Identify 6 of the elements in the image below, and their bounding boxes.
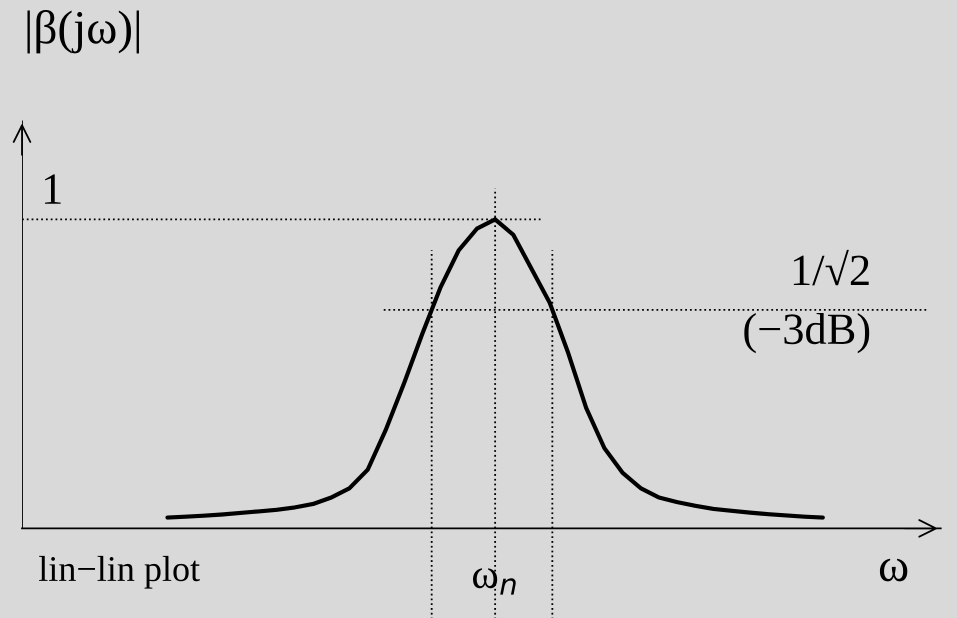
ref-line-label: 1 [45, 174, 61, 204]
ref-line-label: 1/√2 (−3dB) [744, 250, 870, 354]
text: ω$_{n}$ [473, 568, 516, 595]
y-axis-title: |β(jω)| [27, 10, 139, 54]
x-axis-title: ω [880, 558, 908, 582]
text: lin−lin plot [39, 556, 200, 589]
